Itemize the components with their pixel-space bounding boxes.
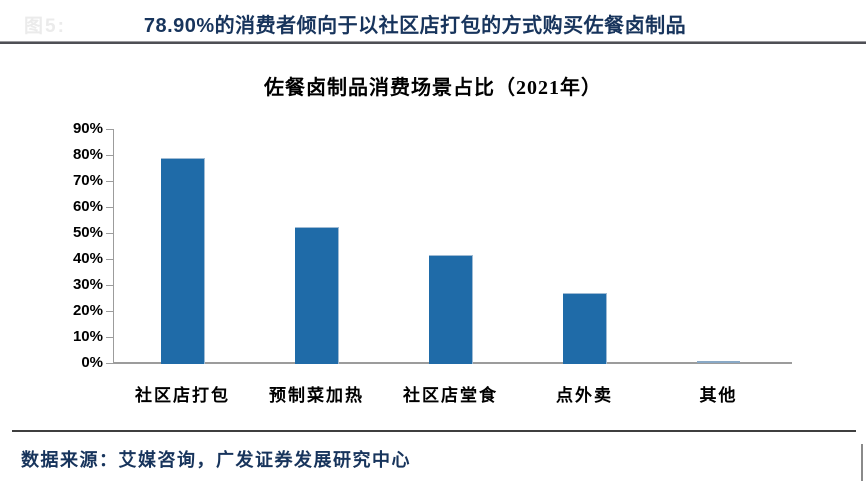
y-tick-label: 20% [72, 302, 103, 319]
x-category-label: 社区店堂食 [403, 386, 498, 405]
y-axis-tick [106, 285, 113, 286]
x-category-label: 点外卖 [556, 386, 613, 405]
y-tick-label: 0% [81, 354, 103, 371]
y-axis-tick [106, 129, 113, 130]
y-tick-label: 40% [72, 250, 103, 267]
y-tick-label: 70% [72, 172, 103, 189]
y-axis-tick [106, 207, 113, 208]
y-axis-tick [106, 363, 113, 364]
x-category-label: 其他 [699, 386, 738, 405]
bar-点外卖 [563, 293, 607, 364]
bar-预制菜加热 [295, 227, 339, 364]
header-divider [0, 41, 866, 44]
y-tick-label: 10% [72, 328, 103, 345]
y-axis-line [113, 129, 114, 364]
page-edge-line [861, 444, 863, 481]
y-axis-tick [106, 233, 113, 234]
header-title: 78.90%的消费者倾向于以社区店打包的方式购买佐餐卤制品 [143, 15, 687, 37]
bar-其他 [697, 361, 740, 363]
chart-title: 佐餐卤制品消费场景占比（2021年） [264, 77, 602, 99]
y-tick-label: 90% [72, 120, 103, 137]
y-tick-label: 80% [72, 146, 103, 163]
y-axis-tick [106, 259, 113, 260]
data-source: 数据来源：艾媒咨询，广发证券发展研究中心 [21, 450, 411, 470]
bar-社区店堂食 [429, 255, 473, 364]
figure-label: 图5: [24, 16, 66, 37]
y-tick-label: 50% [72, 224, 103, 241]
y-axis-tick [106, 155, 113, 156]
y-tick-label: 60% [72, 198, 103, 215]
x-category-label: 社区店打包 [135, 386, 230, 405]
bar-社区店打包 [161, 158, 205, 364]
x-category-label: 预制菜加热 [269, 386, 364, 405]
y-axis-tick [106, 337, 113, 338]
footer-divider [12, 430, 856, 432]
y-tick-label: 30% [72, 276, 103, 293]
y-axis-tick [106, 181, 113, 182]
y-axis-tick [106, 311, 113, 312]
